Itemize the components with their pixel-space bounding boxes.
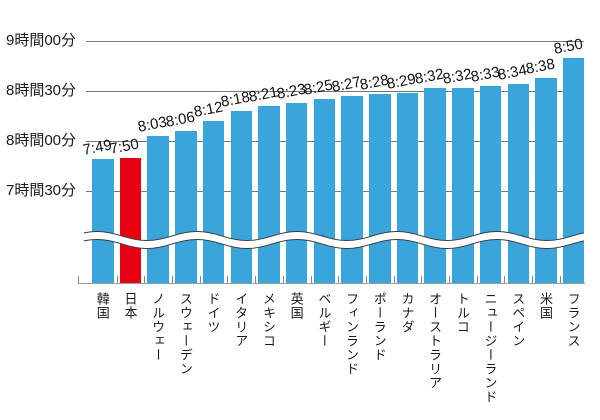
bar (507, 84, 529, 283)
gridline-8-30 (86, 91, 584, 92)
country-label: フィンランド (344, 292, 360, 376)
bar (396, 92, 419, 283)
bar (452, 87, 474, 283)
axis-tick (199, 276, 201, 283)
country-label: 韓国 (94, 292, 110, 320)
axis-break-wave (83, 231, 585, 249)
axis-tick (393, 276, 395, 283)
axis-tick (504, 276, 506, 283)
x-axis-line (78, 283, 585, 284)
axis-tick (310, 276, 312, 283)
bar (535, 77, 557, 283)
bar (341, 96, 363, 283)
bar (147, 136, 169, 283)
axis-tick (144, 276, 146, 283)
y-axis-label: 9時間00分 (6, 32, 77, 49)
country-label: フランス (565, 292, 581, 348)
country-label: スウェーデン (177, 292, 193, 376)
y-axis-label: 8時間00分 (6, 132, 77, 149)
axis-tick (559, 276, 561, 283)
axis-break-wave-fill (84, 231, 584, 249)
bar (285, 102, 308, 283)
axis-tick (227, 276, 229, 283)
axis-tick-origin (78, 276, 79, 283)
bar (424, 87, 446, 283)
country-label: イタリア (233, 292, 249, 348)
y-axis-label: 7時間30分 (6, 182, 77, 199)
bar-value-label: 8:50 (552, 35, 584, 58)
bar-highlight (119, 157, 142, 283)
bar (258, 106, 280, 283)
axis-tick (449, 276, 450, 283)
country-label: トルコ (454, 292, 470, 334)
axis-tick (476, 276, 478, 283)
axis-tick (365, 276, 367, 283)
axis-tick (338, 276, 340, 283)
country-label: オーストラリア (427, 292, 443, 390)
country-label: ドイツ (205, 292, 221, 334)
country-label: ノルウェー (150, 292, 166, 362)
country-label: ニュージーランド (482, 292, 498, 404)
bar (313, 99, 336, 283)
bar (479, 86, 502, 283)
bar (369, 94, 391, 283)
country-label: ポーランド (371, 292, 387, 362)
bar (230, 111, 252, 283)
country-label: スペイン (510, 292, 526, 348)
country-label: 米国 (537, 292, 553, 320)
axis-tick (255, 276, 257, 283)
axis-tick (282, 276, 284, 283)
bar (92, 159, 114, 283)
axis-tick (116, 276, 118, 283)
axis-break-wave-bottom-line (83, 239, 585, 249)
country-label: 日本 (122, 292, 138, 320)
axis-tick (172, 276, 173, 283)
country-label: カナダ (399, 292, 415, 334)
gridline-9-00 (86, 41, 584, 42)
country-label: ベルギー (316, 292, 332, 348)
country-label: メキシコ (260, 292, 276, 348)
bar (562, 57, 585, 283)
axis-tick (532, 276, 534, 283)
country-label: 英国 (288, 292, 304, 320)
y-axis-label: 8時間30分 (6, 82, 77, 99)
axis-break-wave-top-line (83, 231, 585, 241)
bar (175, 131, 197, 283)
bar (202, 121, 225, 283)
axis-tick (421, 276, 423, 283)
